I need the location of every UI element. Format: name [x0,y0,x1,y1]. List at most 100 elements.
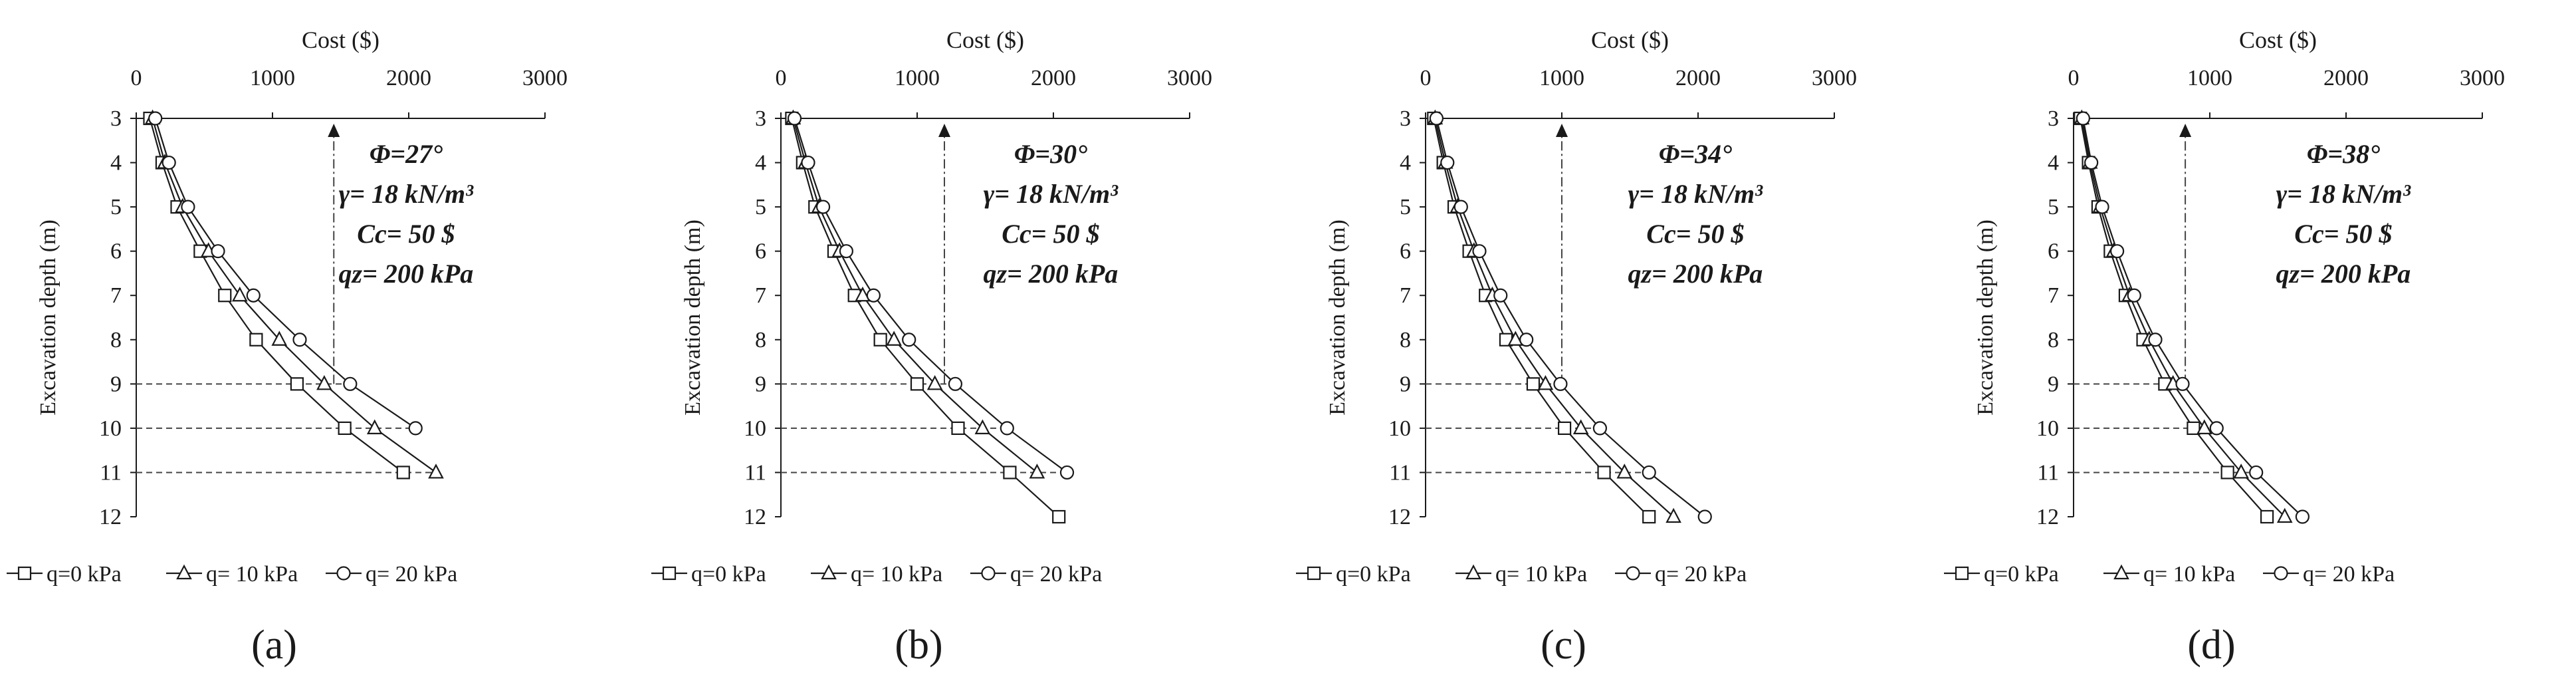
panel-label: (d) [2187,622,2235,668]
data-point-circle [2209,421,2224,436]
annotation-line-1: γ= 18 kN/m³ [984,179,1119,209]
data-point-circle [1493,288,1508,303]
data-point-circle [1553,376,1568,391]
data-point-square [338,421,352,435]
y-tick-label: 9 [2048,372,2059,396]
legend-label: q= 20 kPa [1010,562,1102,587]
y-axis-title: Excavation depth (m) [681,219,705,416]
reference-arrow-icon [938,124,950,137]
y-tick-label: 4 [755,151,766,176]
legend-square-icon [662,566,677,581]
data-point-circle [161,155,176,170]
legend-label: q= 10 kPa [2143,562,2235,587]
y-tick-label: 8 [2048,328,2059,352]
series-line-0 [1433,118,1650,517]
data-point-square [249,333,263,346]
data-point-square [1526,377,1541,391]
legend-label: q= 20 kPa [2303,562,2395,587]
data-point-triangle [1572,419,1589,434]
data-point-circle [1472,244,1487,259]
data-point-triangle [974,419,991,434]
x-tick-label: 3000 [1812,66,1857,90]
y-tick-label: 7 [2048,283,2059,308]
data-point-triangle [1029,464,1045,479]
annotation-line-0: Φ=27° [370,139,443,169]
data-point-square [1597,466,1611,480]
y-axis-title: Excavation depth (m) [1325,219,1350,416]
y-tick-label: 12 [1388,505,1411,529]
data-point-circle [902,333,916,347]
data-point-circle [211,244,225,259]
series-line-2 [794,118,1068,474]
y-tick-label: 11 [744,460,766,485]
data-point-triangle [2233,464,2249,479]
chart-panel-b: Cost ($) 0 1000 2000 3000 3 4 5 6 7 8 9 10 11 12 Excava… [651,27,1212,668]
data-point-circle [2295,509,2309,524]
x-axis-title: Cost ($) [2239,27,2317,53]
chart-panel-d: Cost ($) 0 1000 2000 3000 3 4 5 6 7 8 9 10 11 12 Excava… [1944,27,2505,668]
legend-label: q=0 kPa [1336,562,1411,587]
annotation-line-0: Φ=38° [2307,139,2380,169]
data-point-circle [839,244,854,259]
data-point-circle [1453,200,1468,214]
annotation-line-3: qz= 200 kPa [984,259,1119,289]
y-tick-label: 5 [1400,195,1411,219]
data-point-circle [1429,111,1444,126]
x-tick-label: 1000 [250,66,295,90]
legend-triangle-icon [821,564,837,580]
legend-label: q= 20 kPa [1655,562,1747,587]
data-point-circle [343,376,358,391]
annotation-line-0: Φ=34° [1659,139,1732,169]
data-point-triangle [2276,507,2293,523]
legend-label: q= 10 kPa [1495,562,1587,587]
data-point-triangle [428,464,444,479]
data-point-square [1558,421,1572,435]
data-point-triangle [1507,331,1524,346]
data-point-triangle [886,331,902,346]
legend-square-icon [17,566,32,581]
data-point-circle [2175,376,2190,391]
x-tick-label: 3000 [522,66,568,90]
x-tick-label: 2000 [386,66,431,90]
data-point-square [2260,509,2274,524]
y-tick-label: 9 [110,372,122,396]
data-point-triangle [926,374,943,390]
y-tick-label: 4 [1400,151,1411,176]
data-point-circle [2148,333,2163,347]
chart-panel-c: Cost ($) 0 1000 2000 3000 3 4 5 6 7 8 9 10 11 12 Excava… [1296,27,1857,668]
series-line-1 [152,118,437,474]
y-tick-label: 6 [110,239,122,264]
x-axis-title: Cost ($) [946,27,1024,53]
data-point-square [218,289,232,303]
legend-triangle-icon [176,564,192,580]
data-point-triangle [855,286,871,302]
x-tick-label: 0 [776,66,787,90]
reference-arrow-icon [1556,124,1568,137]
data-point-circle [1592,421,1607,436]
x-tick-label: 1000 [895,66,940,90]
y-tick-label: 11 [1389,460,1411,485]
data-point-circle [246,288,261,303]
series-line-1 [1434,118,1674,517]
data-point-circle [408,421,423,436]
y-tick-label: 6 [755,239,766,264]
legend-triangle-icon [1465,564,1481,580]
data-point-square [2187,421,2200,435]
legend-square-icon [1307,566,1321,581]
series-line-2 [2082,118,2304,517]
data-point-triangle [316,374,332,390]
y-tick-label: 6 [1400,239,1411,264]
y-tick-label: 8 [755,328,766,352]
series-line-1 [2081,118,2286,517]
y-tick-label: 7 [1400,283,1411,308]
annotation-line-2: Cc= 50 $ [1646,219,1744,249]
x-tick-label: 0 [1420,66,1432,90]
data-point-circle [866,288,881,303]
data-point-circle [181,200,195,214]
y-tick-label: 3 [2048,106,2059,131]
annotation-line-0: Φ=30° [1014,139,1087,169]
legend-label: q= 10 kPa [851,562,942,587]
data-point-square [951,421,965,435]
legend-triangle-icon [2113,564,2129,580]
